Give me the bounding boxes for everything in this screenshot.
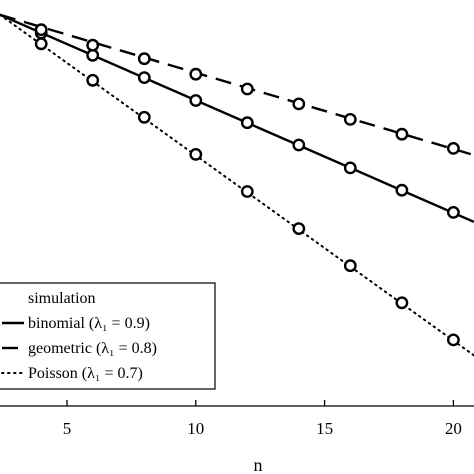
sim-marker: [189, 147, 203, 161]
sim-marker: [86, 38, 100, 52]
sim-marker: [240, 185, 254, 198]
x-tick-label: 20: [445, 419, 462, 438]
legend: simulation binomial (λ₁ = 0.9) geometric (…: [0, 282, 216, 390]
x-tick-label: 5: [63, 419, 72, 438]
sim-marker: [34, 23, 48, 37]
sim-marker: [137, 52, 151, 66]
sim-marker: [137, 71, 151, 85]
legend-entry: geometric (λ₁ = 0.8): [28, 340, 157, 357]
sim-marker: [395, 127, 409, 141]
series-line-dotted: [0, 13, 474, 357]
sim-marker: [86, 48, 100, 62]
sim-marker: [292, 138, 306, 152]
sim-marker: [240, 82, 254, 96]
sim-marker: [343, 161, 357, 175]
series-layer: [0, 13, 474, 357]
sim-marker: [292, 222, 306, 236]
legend-entry: Poisson (λ₁ = 0.7): [28, 365, 143, 382]
series-line-solid: [0, 13, 474, 223]
sim-marker: [240, 116, 254, 130]
x-tick-label: 10: [187, 419, 204, 438]
sim-marker: [34, 37, 48, 51]
sim-marker: [446, 141, 460, 155]
sim-marker: [343, 113, 357, 126]
legend-entry: binomial (λ₁ = 0.9): [28, 315, 150, 332]
series-line-dashed: [0, 13, 474, 157]
sim-marker: [446, 205, 460, 219]
x-axis-title: n: [254, 455, 263, 474]
sim-marker: [395, 296, 409, 310]
ticks-layer: 5 10 15 20: [63, 400, 462, 438]
x-tick-label: 15: [316, 419, 333, 438]
sim-marker: [189, 67, 203, 81]
sim-marker: [343, 259, 357, 273]
sim-marker: [189, 94, 203, 107]
sim-marker: [86, 73, 100, 87]
sim-marker: [137, 110, 151, 124]
legend-box: [0, 282, 216, 390]
legend-header: simulation: [28, 290, 96, 307]
sim-marker: [446, 333, 460, 347]
markers-layer: [34, 23, 460, 347]
sim-marker: [292, 97, 306, 111]
sim-marker: [395, 183, 409, 197]
